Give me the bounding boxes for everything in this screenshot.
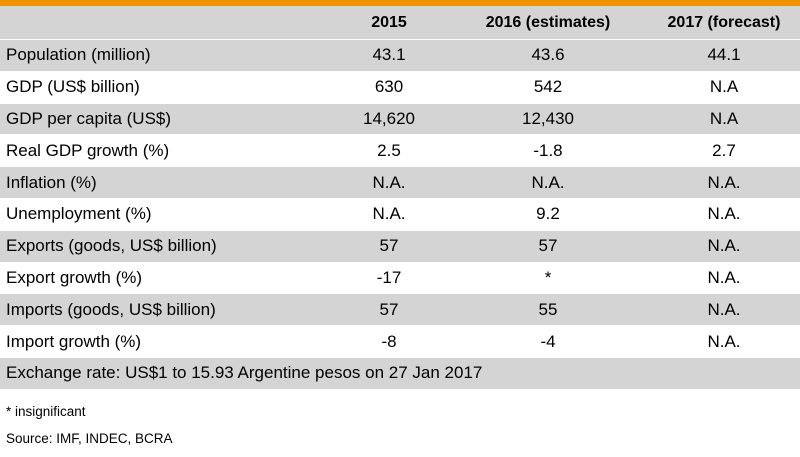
- value-2015-cell: -8: [381, 331, 397, 351]
- value-2015-cell: N.A.: [372, 172, 406, 192]
- table-row: Real GDP growth (%) 2.5 -1.8 2.7: [0, 135, 800, 168]
- header-2017: 2017 (forecast): [667, 13, 781, 31]
- value-2016-cell: 542: [533, 77, 563, 97]
- value-2016-cell: 43.6: [531, 45, 565, 65]
- table-header-row: 2015 2016 (estimates) 2017 (forecast): [0, 6, 800, 40]
- value-2017-cell: N.A.: [707, 299, 741, 319]
- footnote-insignificant: * insignificant: [6, 404, 86, 419]
- row-label-cell: Real GDP growth (%): [6, 140, 170, 160]
- table-row: GDP (US$ billion) 630 542 N.A: [0, 72, 800, 104]
- header-2015: 2015: [371, 13, 407, 31]
- exchange-rate-text: Exchange rate: US$1 to 15.93 Argentine p…: [6, 363, 483, 383]
- value-2015-cell: 57: [379, 299, 399, 319]
- value-2016-cell: -4: [540, 331, 556, 351]
- value-2015-cell: 57: [379, 236, 399, 256]
- row-label-cell: Population (million): [6, 45, 151, 65]
- value-2017-cell: N.A: [709, 77, 739, 97]
- row-label-cell: Export growth (%): [6, 267, 143, 287]
- row-label-cell: Exports (goods, US$ billion): [6, 236, 217, 256]
- table-notes: * insignificant Source: IMF, INDEC, BCRA: [6, 398, 173, 452]
- source-note: Source: IMF, INDEC, BCRA: [6, 431, 173, 446]
- table-row: Unemployment (%) N.A. 9.2 N.A.: [0, 199, 800, 231]
- value-2016-cell: -1.8: [533, 140, 563, 160]
- accent-top-bar: [0, 0, 800, 6]
- exchange-rate-row: Exchange rate: US$1 to 15.93 Argentine p…: [0, 357, 800, 390]
- table-row: Export growth (%) -17 * N.A.: [0, 263, 800, 295]
- table-row: Exports (goods, US$ billion) 57 57 N.A.: [0, 230, 800, 263]
- table-row: GDP per capita (US$) 14,620 12,430 N.A: [0, 103, 800, 136]
- value-2017-cell: 2.7: [712, 140, 736, 160]
- value-2015-cell: 14,620: [363, 108, 415, 128]
- value-2016-cell: 55: [538, 299, 558, 319]
- row-label-cell: GDP (US$ billion): [6, 77, 140, 97]
- row-label-cell: Import growth (%): [6, 331, 142, 351]
- value-2015-cell: 630: [374, 77, 404, 97]
- value-2017-cell: 44.1: [707, 45, 741, 65]
- value-2016-cell: 57: [538, 236, 558, 256]
- table-row: Inflation (%) N.A. N.A. N.A.: [0, 167, 800, 199]
- value-2017-cell: N.A.: [707, 331, 741, 351]
- row-label-cell: Imports (goods, US$ billion): [6, 299, 216, 319]
- value-2017-cell: N.A.: [707, 267, 741, 287]
- value-2017-cell: N.A.: [707, 236, 741, 256]
- value-2016-cell: 12,430: [522, 108, 574, 128]
- value-2016-cell: 9.2: [536, 204, 560, 224]
- row-label-cell: GDP per capita (US$): [6, 108, 172, 128]
- row-label-cell: Inflation (%): [6, 172, 97, 192]
- value-2017-cell: N.A: [709, 108, 739, 128]
- value-2015-cell: N.A.: [372, 204, 406, 224]
- table-row: Import growth (%) -8 -4 N.A.: [0, 326, 800, 358]
- value-2016-cell: N.A.: [531, 172, 565, 192]
- value-2015-cell: 43.1: [372, 45, 406, 65]
- value-2017-cell: N.A.: [707, 172, 741, 192]
- header-2016: 2016 (estimates): [485, 13, 611, 31]
- value-2015-cell: -17: [376, 267, 402, 287]
- row-label-cell: Unemployment (%): [6, 204, 152, 224]
- value-2015-cell: 2.5: [377, 140, 401, 160]
- value-2017-cell: N.A.: [707, 204, 741, 224]
- table-row: Population (million) 43.1 43.6 44.1: [0, 40, 800, 72]
- table-row: Imports (goods, US$ billion) 57 55 N.A.: [0, 294, 800, 327]
- value-2016-cell: *: [544, 267, 552, 287]
- economic-indicators-table: 2015 2016 (estimates) 2017 (forecast) Po…: [0, 6, 800, 390]
